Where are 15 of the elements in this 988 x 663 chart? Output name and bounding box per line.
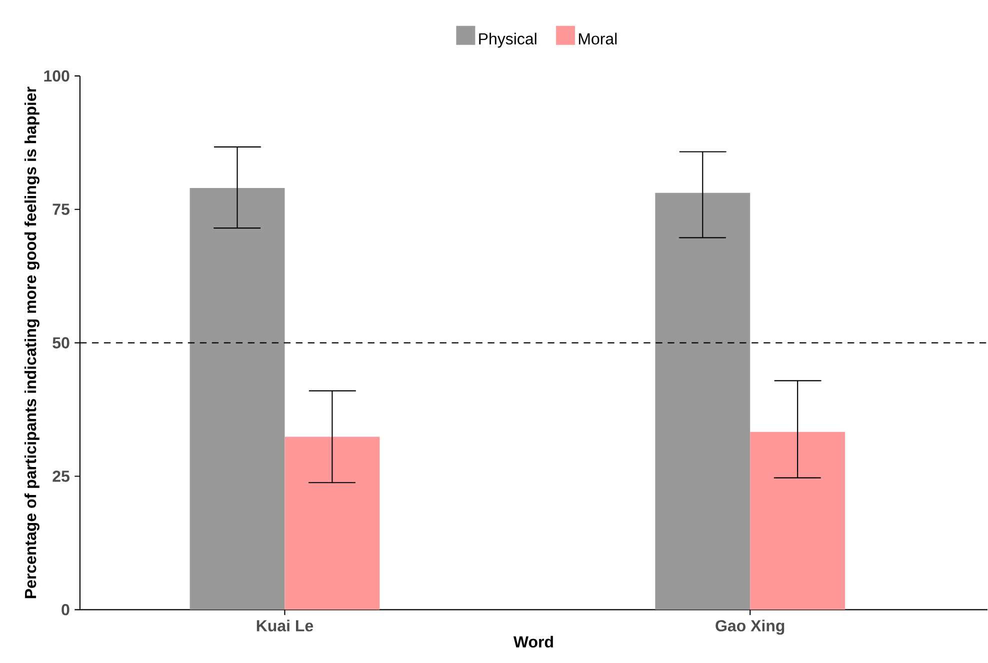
bar <box>750 432 846 610</box>
y-axis-title: Percentage of participants indicating more good feelings is happier <box>24 86 40 598</box>
y-tick-label: 75 <box>52 204 70 216</box>
legend-label: Physical <box>479 32 536 48</box>
x-tick-label: Kuai Le <box>256 620 314 632</box>
bar <box>655 193 750 610</box>
y-tick-label: 0 <box>62 604 70 616</box>
x-axis-title: Word <box>513 636 553 648</box>
y-tick-label: 100 <box>44 70 70 82</box>
y-tick-label: 25 <box>52 470 70 482</box>
bar <box>190 188 285 610</box>
x-tick-label: Gao Xing <box>716 620 784 635</box>
legend-label: Moral <box>578 32 617 45</box>
bar <box>284 436 380 610</box>
y-tick-label: 50 <box>52 337 70 349</box>
